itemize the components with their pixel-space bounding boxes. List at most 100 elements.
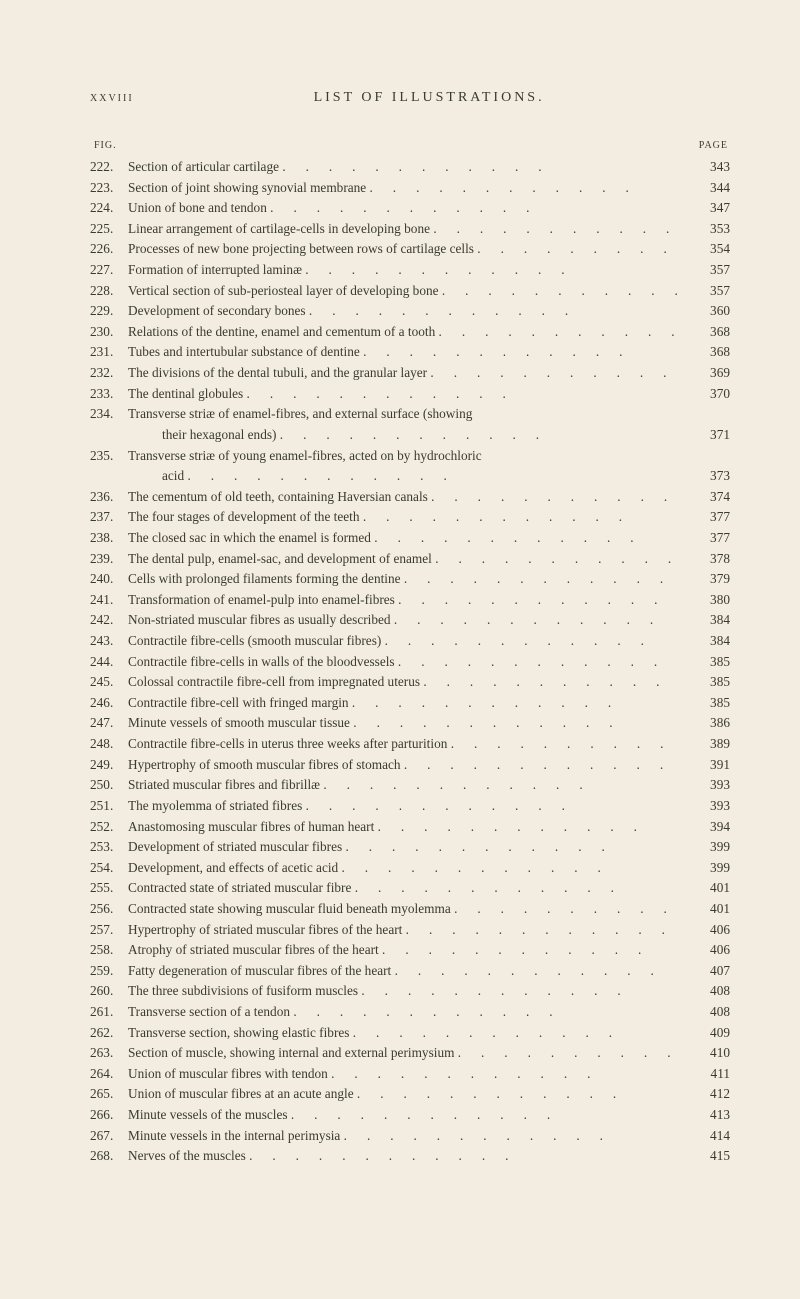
entry-page-number: 344: [680, 178, 730, 199]
entry-title: Anastomosing muscular fibres of human he…: [128, 817, 680, 838]
entry-page-number: 385: [680, 693, 730, 714]
entry-page-number: 389: [680, 734, 730, 755]
entry-title: Minute vessels of the muscles: [128, 1105, 680, 1126]
entry-title: Section of articular cartilage: [128, 157, 680, 178]
list-entry: 260.The three subdivisions of fusiform m…: [90, 981, 730, 1002]
entry-page-number: 380: [680, 590, 730, 611]
figure-number: 241.: [90, 590, 128, 611]
entry-page-number: 347: [680, 198, 730, 219]
figure-number: 233.: [90, 384, 128, 405]
figure-number: 240.: [90, 569, 128, 590]
list-entry: 257.Hypertrophy of striated muscular fib…: [90, 920, 730, 941]
entry-page-number: 393: [680, 796, 730, 817]
figure-number: 224.: [90, 198, 128, 219]
entry-title: Cells with prolonged filaments forming t…: [128, 569, 680, 590]
list-entry: 235.Transverse striæ of young enamel-fib…: [90, 446, 730, 467]
list-entry: 225.Linear arrangement of cartilage-cell…: [90, 219, 730, 240]
figure-number: 222.: [90, 157, 128, 178]
column-heads: FIG. PAGE: [90, 140, 730, 151]
list-entry: 231.Tubes and intertubular substance of …: [90, 342, 730, 363]
entry-title: Vertical section of sub-periosteal layer…: [128, 281, 680, 302]
figure-number: 260.: [90, 981, 128, 1002]
entry-page-number: 368: [680, 342, 730, 363]
entry-title: The closed sac in which the enamel is fo…: [128, 528, 680, 549]
list-entry: 263.Section of muscle, showing internal …: [90, 1043, 730, 1064]
entry-page-number: 409: [680, 1023, 730, 1044]
entry-title: Contractile fibre-cells (smooth muscular…: [128, 631, 680, 652]
figure-number: 257.: [90, 920, 128, 941]
page-header: xxviii LIST OF ILLUSTRATIONS.: [90, 90, 730, 106]
list-entry: 226.Processes of new bone projecting bet…: [90, 239, 730, 260]
list-entry: 229.Development of secondary bones360: [90, 301, 730, 322]
entry-title: Contractile fibre-cells in walls of the …: [128, 652, 680, 673]
list-entry: 254.Development, and effects of acetic a…: [90, 858, 730, 879]
entry-title: Union of bone and tendon: [128, 198, 680, 219]
list-entry: 258.Atrophy of striated muscular fibres …: [90, 940, 730, 961]
entry-page-number: 415: [680, 1146, 730, 1167]
list-entry: 261.Transverse section of a tendon408: [90, 1002, 730, 1023]
entry-title: Colossal contractile fibre-cell from imp…: [128, 672, 680, 693]
entry-title: The three subdivisions of fusiform muscl…: [128, 981, 680, 1002]
entry-page-number: 412: [680, 1084, 730, 1105]
figure-number: 237.: [90, 507, 128, 528]
page-number-roman: xxviii: [90, 90, 134, 106]
entry-title: Transverse section, showing elastic fibr…: [128, 1023, 680, 1044]
entry-page-number: 385: [680, 672, 730, 693]
entry-title: Contracted state showing muscular fluid …: [128, 899, 680, 920]
entry-title: Striated muscular fibres and fibrillæ: [128, 775, 680, 796]
list-entry: 241.Transformation of enamel-pulp into e…: [90, 590, 730, 611]
col-head-page: PAGE: [699, 140, 728, 151]
figure-number: 263.: [90, 1043, 128, 1064]
figure-number: 261.: [90, 1002, 128, 1023]
entry-title: The dentinal globules: [128, 384, 680, 405]
list-entry: 228.Vertical section of sub-periosteal l…: [90, 281, 730, 302]
list-entry: 222.Section of articular cartilage343: [90, 157, 730, 178]
list-entry: 267.Minute vessels in the internal perim…: [90, 1126, 730, 1147]
figure-number: 226.: [90, 239, 128, 260]
list-entry: 253.Development of striated muscular fib…: [90, 837, 730, 858]
entry-title: The dental pulp, enamel-sac, and develop…: [128, 549, 680, 570]
list-entry: 265.Union of muscular fibres at an acute…: [90, 1084, 730, 1105]
list-entry: 232.The divisions of the dental tubuli, …: [90, 363, 730, 384]
entry-title: Development of secondary bones: [128, 301, 680, 322]
entry-title: The divisions of the dental tubuli, and …: [128, 363, 680, 384]
figure-number: 243.: [90, 631, 128, 652]
figure-number: 254.: [90, 858, 128, 879]
entry-title: Tubes and intertubular substance of dent…: [128, 342, 680, 363]
entry-page-number: 414: [680, 1126, 730, 1147]
entry-page-number: 343: [680, 157, 730, 178]
entry-page-number: 386: [680, 713, 730, 734]
entry-page-number: 401: [680, 899, 730, 920]
list-entry: 230.Relations of the dentine, enamel and…: [90, 322, 730, 343]
entry-page-number: 411: [680, 1064, 730, 1085]
figure-number: 268.: [90, 1146, 128, 1167]
entry-page-number: 353: [680, 219, 730, 240]
list-entry: 224.Union of bone and tendon347: [90, 198, 730, 219]
figure-number: 252.: [90, 817, 128, 838]
list-entry: 240.Cells with prolonged filaments formi…: [90, 569, 730, 590]
figure-number: 255.: [90, 878, 128, 899]
entry-page-number: 393: [680, 775, 730, 796]
entry-title: Transverse section of a tendon: [128, 1002, 680, 1023]
figure-number: 225.: [90, 219, 128, 240]
entry-page-number: 385: [680, 652, 730, 673]
entry-page-number: 413: [680, 1105, 730, 1126]
entry-title: Fatty degeneration of muscular fibres of…: [128, 961, 680, 982]
figure-number: 264.: [90, 1064, 128, 1085]
entry-page-number: 406: [680, 920, 730, 941]
entry-page-number: 408: [680, 1002, 730, 1023]
list-entry: 245.Colossal contractile fibre-cell from…: [90, 672, 730, 693]
entry-title: Contractile fibre-cells in uterus three …: [128, 734, 680, 755]
list-entry: 255.Contracted state of striated muscula…: [90, 878, 730, 899]
figure-number: 267.: [90, 1126, 128, 1147]
list-entry: 242.Non-striated muscular fibres as usua…: [90, 610, 730, 631]
entry-title: Hypertrophy of smooth muscular fibres of…: [128, 755, 680, 776]
list-entry: 238.The closed sac in which the enamel i…: [90, 528, 730, 549]
header-title: LIST OF ILLUSTRATIONS.: [314, 90, 545, 106]
entry-page-number: 410: [680, 1043, 730, 1064]
list-entry: 247.Minute vessels of smooth muscular ti…: [90, 713, 730, 734]
page-container: xxviii LIST OF ILLUSTRATIONS. FIG. PAGE …: [0, 0, 800, 1299]
figure-number: 232.: [90, 363, 128, 384]
entry-title: Section of joint showing synovial membra…: [128, 178, 680, 199]
figure-number: 239.: [90, 549, 128, 570]
